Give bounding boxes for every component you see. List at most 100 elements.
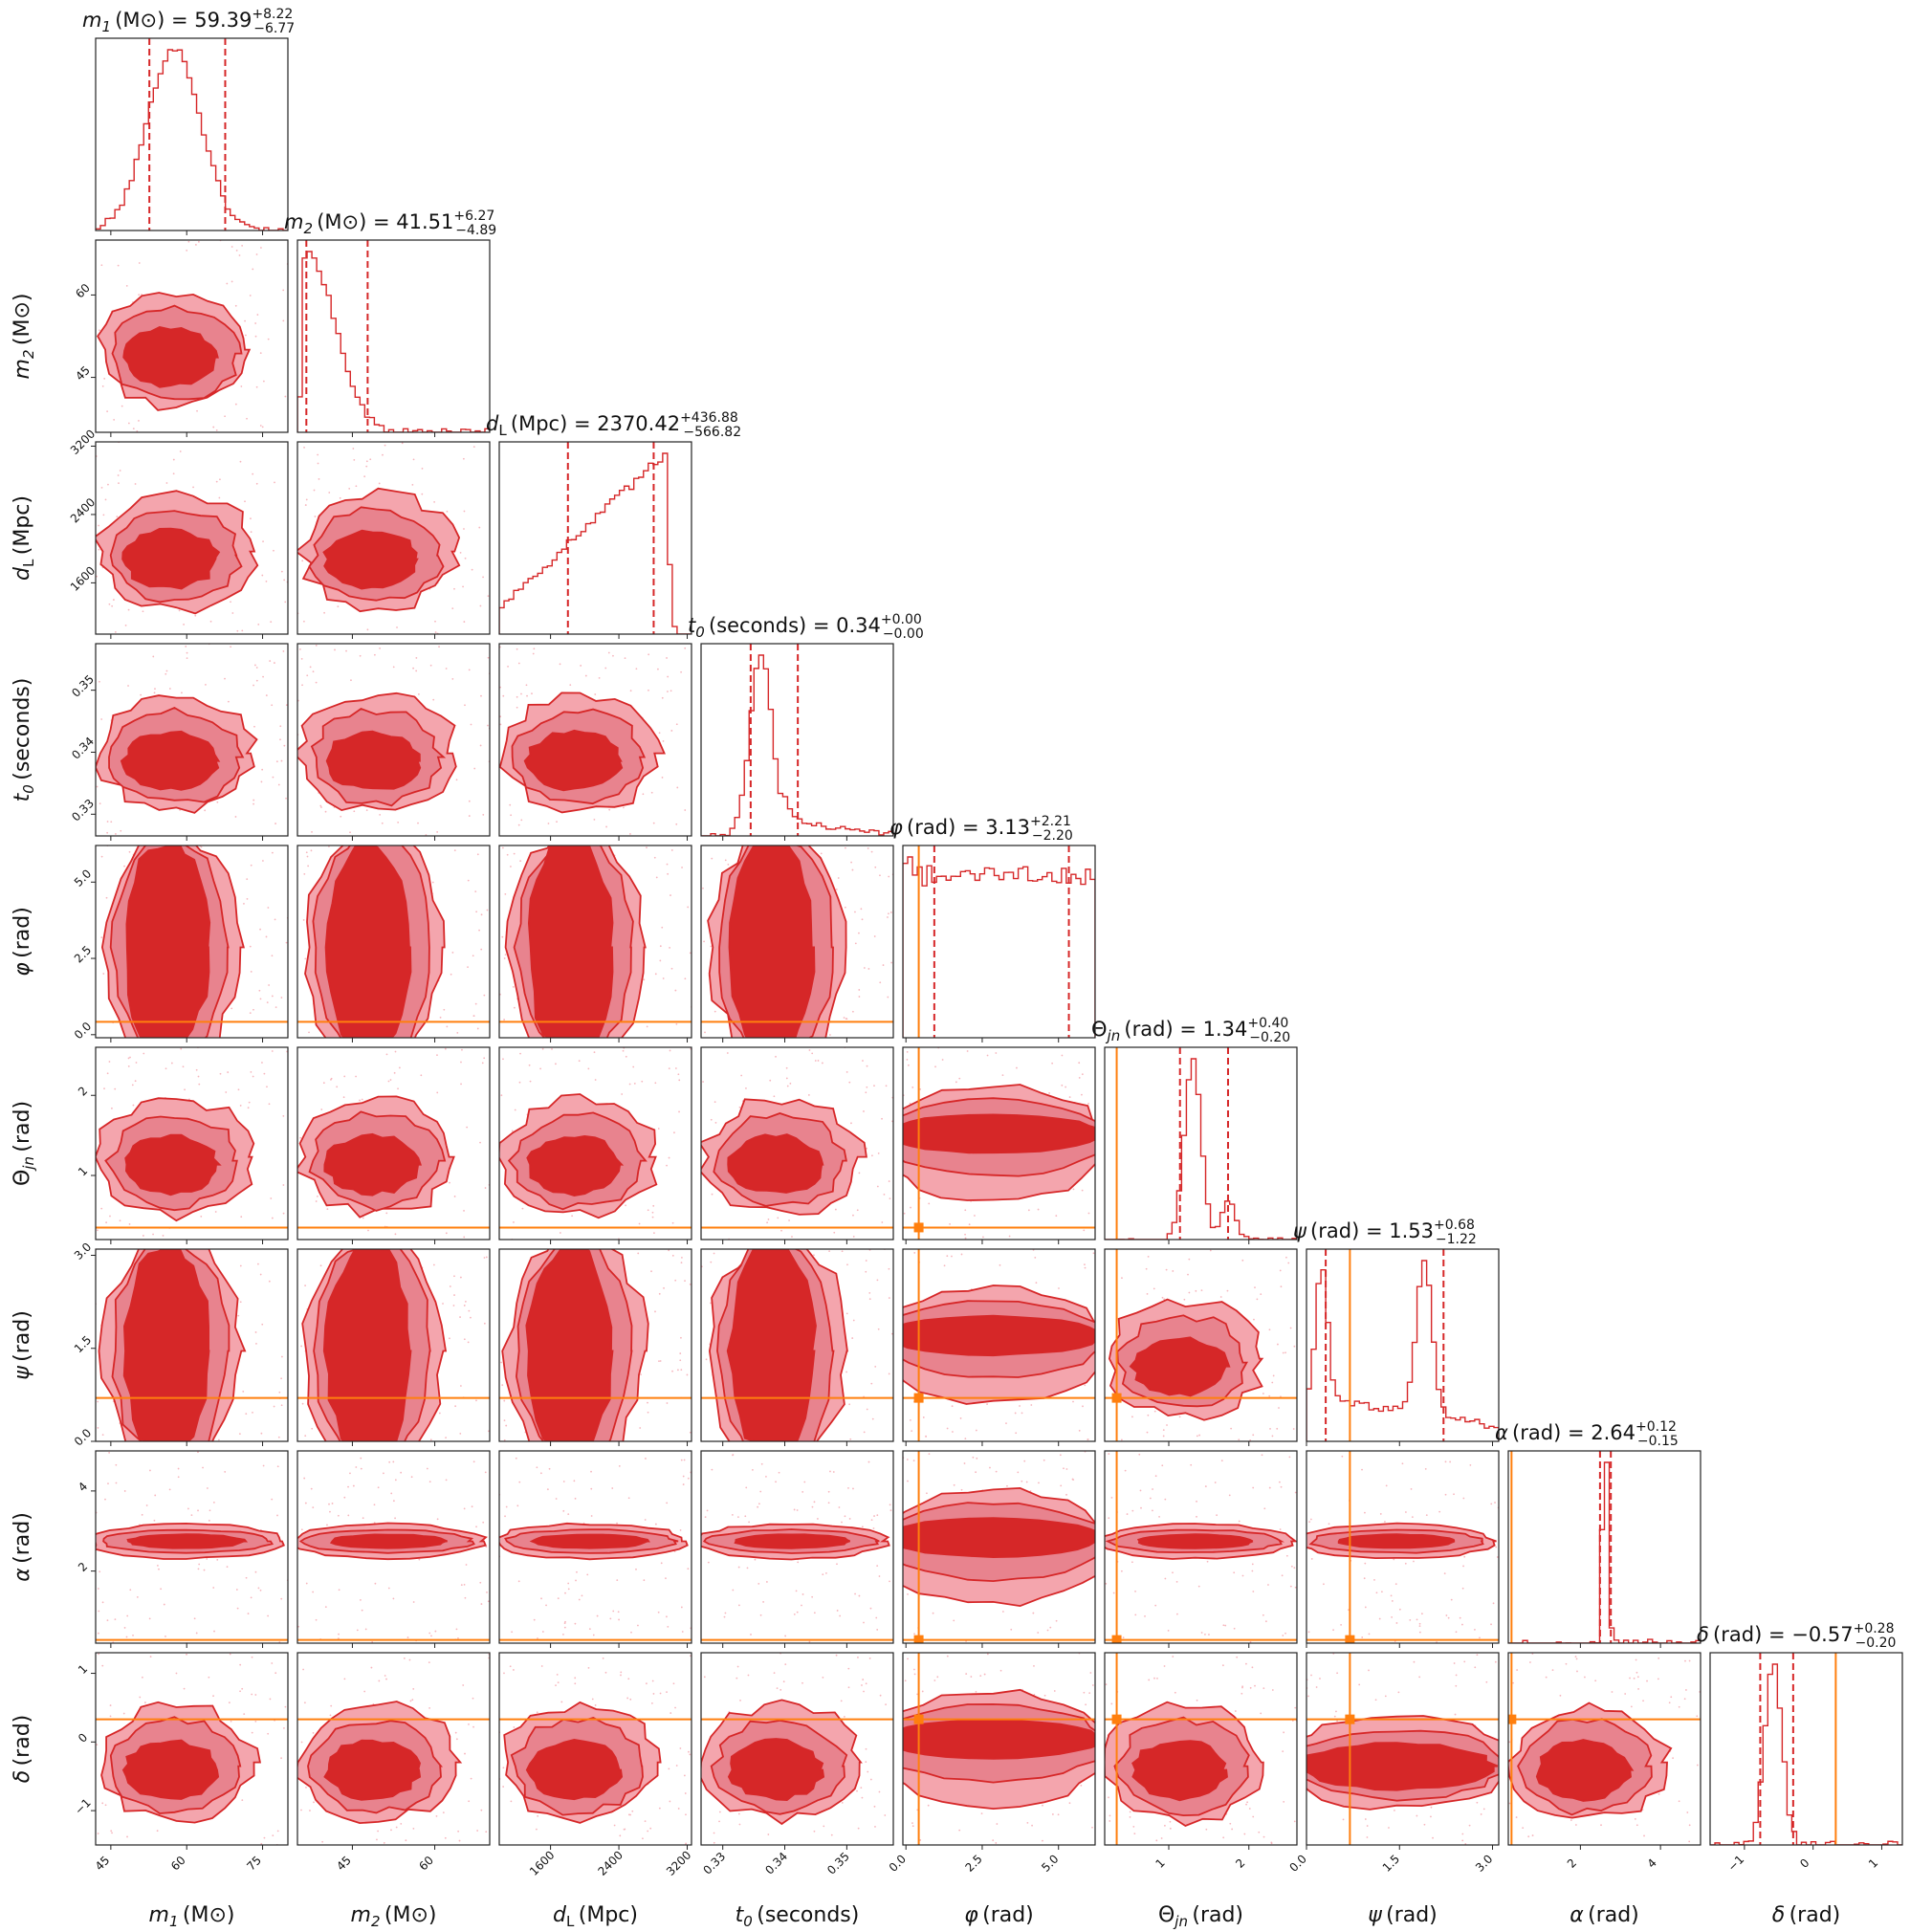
sample-point xyxy=(347,1514,350,1517)
sample-point xyxy=(925,1436,928,1438)
sample-point xyxy=(1282,1351,1284,1354)
sample-point xyxy=(501,846,504,849)
sample-point xyxy=(376,1838,378,1841)
sample-point xyxy=(280,1757,282,1760)
sample-point xyxy=(813,1254,815,1257)
sample-point xyxy=(475,1399,477,1402)
sample-point xyxy=(302,919,305,921)
sample-point xyxy=(1570,1819,1572,1821)
sample-point xyxy=(739,1700,741,1701)
sample-point xyxy=(909,1102,911,1105)
truth-point xyxy=(1111,1635,1122,1643)
sample-point xyxy=(101,1601,104,1604)
sample-point xyxy=(861,1684,863,1686)
sample-point xyxy=(108,1061,111,1063)
sample-point xyxy=(1288,1456,1291,1459)
sample-point xyxy=(1328,1523,1330,1526)
sample-point xyxy=(704,1031,706,1034)
sample-point xyxy=(1081,1093,1083,1096)
sample-point xyxy=(711,857,714,860)
sample-point xyxy=(1696,1715,1699,1718)
sample-point xyxy=(297,1625,299,1628)
contour-c4 xyxy=(124,1133,222,1197)
sample-point xyxy=(822,1676,824,1679)
sample-point xyxy=(669,1800,671,1803)
sample-point xyxy=(453,1196,456,1197)
sample-point xyxy=(1068,1096,1071,1098)
sample-point xyxy=(276,1830,279,1833)
sample-point xyxy=(669,947,670,949)
sample-point xyxy=(960,1253,963,1256)
label-unit: (M⊙) xyxy=(381,1903,437,1927)
sample-point xyxy=(651,1216,654,1218)
sample-point xyxy=(1364,1511,1366,1514)
sample-point xyxy=(661,777,664,779)
sample-point xyxy=(450,973,452,976)
sample-point xyxy=(878,1790,881,1793)
sample-point xyxy=(852,1235,855,1238)
sample-point xyxy=(100,855,103,858)
sample-point xyxy=(671,1370,673,1372)
sample-point xyxy=(282,1184,285,1186)
sample-point xyxy=(1251,1570,1254,1572)
sample-point xyxy=(104,1498,106,1501)
sample-point xyxy=(907,1658,909,1660)
contour-c4 xyxy=(526,1134,625,1197)
label-unit: (seconds) xyxy=(753,1903,859,1927)
sample-point xyxy=(788,1219,790,1221)
sample-point xyxy=(1120,1570,1123,1572)
sample-point xyxy=(657,1611,660,1614)
sample-point xyxy=(134,1080,137,1083)
panel-m2-alpha xyxy=(296,1450,491,1648)
xlabel-alpha: α (rad) xyxy=(1570,1903,1639,1927)
sample-point xyxy=(1025,1481,1028,1483)
sample-point xyxy=(650,791,653,794)
sample-point xyxy=(1366,1836,1369,1838)
sample-point xyxy=(958,1829,961,1832)
sample-point xyxy=(482,576,484,579)
label-subscript: 0 xyxy=(743,1913,753,1930)
sample-point xyxy=(247,1613,250,1614)
sample-point xyxy=(1010,1628,1013,1631)
sample-point xyxy=(746,1567,749,1570)
sample-point xyxy=(618,1464,621,1467)
contour-c4 xyxy=(1131,1740,1228,1802)
sample-point xyxy=(1153,1410,1156,1413)
sample-point xyxy=(714,1010,716,1013)
sample-point xyxy=(105,896,108,899)
sample-point xyxy=(97,1588,99,1590)
sample-point xyxy=(384,444,386,447)
sample-point xyxy=(1129,1811,1131,1813)
sample-point xyxy=(1646,1680,1648,1682)
sample-point xyxy=(629,690,632,692)
sample-point xyxy=(254,322,257,324)
sample-point xyxy=(1668,1701,1671,1704)
sample-point xyxy=(677,1808,680,1810)
sample-point xyxy=(1164,1577,1167,1580)
sample-point xyxy=(460,1061,462,1064)
sample-point xyxy=(1262,1614,1264,1616)
sample-point xyxy=(1474,1628,1476,1631)
sample-point xyxy=(168,688,171,690)
sample-point xyxy=(471,1505,473,1508)
sample-point xyxy=(209,620,212,623)
sample-point xyxy=(467,966,469,969)
sample-point xyxy=(835,889,838,890)
sample-point xyxy=(252,802,254,805)
sample-point xyxy=(463,621,466,623)
panel-dL-alpha xyxy=(498,1450,692,1648)
sample-point xyxy=(1309,1518,1312,1521)
sample-point xyxy=(667,691,669,692)
sample-point xyxy=(1445,1614,1448,1616)
sample-point xyxy=(751,1468,754,1471)
sample-point xyxy=(1559,1694,1562,1697)
sample-point xyxy=(315,644,318,647)
sample-point xyxy=(482,1521,485,1524)
sample-point xyxy=(1432,1836,1434,1839)
sample-point xyxy=(587,1666,590,1669)
sample-point xyxy=(246,417,248,420)
sample-point xyxy=(1495,1546,1498,1548)
sample-point xyxy=(910,1206,911,1209)
sample-point xyxy=(284,1705,287,1708)
sample-point xyxy=(515,1457,517,1460)
